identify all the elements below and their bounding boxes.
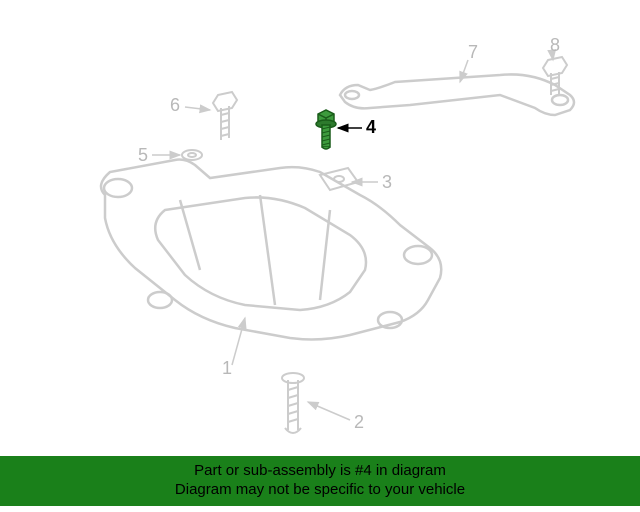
washer-part3 <box>320 168 358 190</box>
washer-part5 <box>182 150 202 160</box>
callout-2: 2 <box>354 412 364 433</box>
callout-5: 5 <box>138 145 148 166</box>
bolt-part6 <box>213 92 237 140</box>
parts-diagram: 1 2 3 4 5 6 7 8 <box>0 0 640 460</box>
callout-1: 1 <box>222 358 232 379</box>
callout-7: 7 <box>468 42 478 63</box>
diagram-svg <box>0 0 640 460</box>
footer-line1: Part or sub-assembly is #4 in diagram <box>0 462 640 481</box>
bolt-part4-highlighted <box>312 108 340 157</box>
callout-6: 6 <box>170 95 180 116</box>
footer-banner: Part or sub-assembly is #4 in diagram Di… <box>0 456 640 506</box>
callout-3: 3 <box>382 172 392 193</box>
callout-4: 4 <box>366 117 376 138</box>
callout-8: 8 <box>550 35 560 56</box>
bolt-part2 <box>282 373 304 433</box>
footer-line2: Diagram may not be specific to your vehi… <box>0 481 640 500</box>
brace-part7 <box>340 74 574 115</box>
